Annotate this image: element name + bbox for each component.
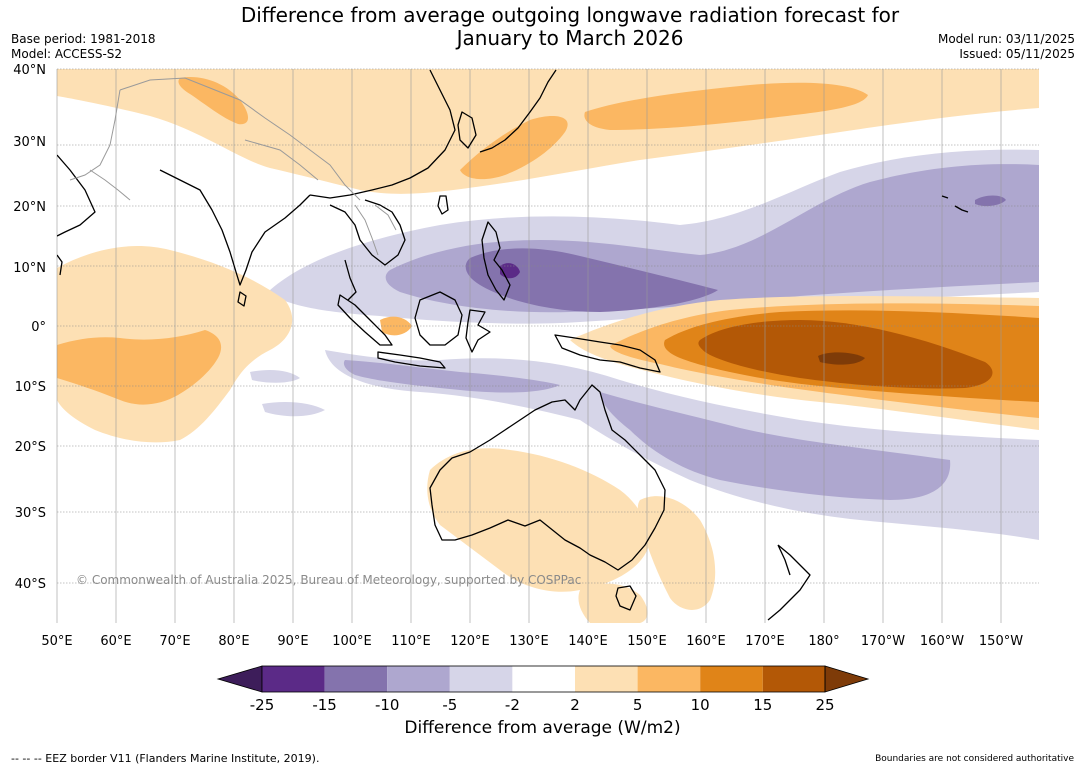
colorbar-arrow-low [216,665,263,693]
coast-arabia [57,154,96,237]
lat-label-30s: 30°S [15,506,46,521]
map-title: Difference from average outgoing longwav… [170,4,970,50]
model-run: Model run: 03/11/2025 [937,32,1075,46]
colorbar-tick: 25 [815,696,834,714]
lon-label-70e: 70°E [159,634,190,649]
boundary-note: Boundaries are not considered authoritat… [875,754,1074,764]
colorbar-segment [262,666,325,692]
lon-label-90e: 90°E [277,634,308,649]
colorbar-segment [387,666,450,692]
lat-label-10s: 10°S [15,380,46,395]
title-line-1: Difference from average outgoing longwav… [240,3,900,27]
coast-australia [429,384,666,571]
colorbar-segment [512,666,575,692]
lon-label-50e: 50°E [41,634,72,649]
country-borders [69,77,397,256]
base-period: Base period: 1981-2018 [11,32,156,46]
lon-label-160e: 160°E [686,634,726,649]
colorbar-arrow-high [824,665,870,693]
lat-label-30n: 30°N [13,135,46,150]
coast-taiwan [437,195,449,215]
anomaly-north-orange-mid-himalaya [178,76,249,125]
lat-label-40s: 40°S [15,577,46,592]
coastlines [57,69,969,621]
coast-africa-horn [57,254,63,276]
coast-japan [479,69,557,153]
anomaly-south-orange-light [578,583,648,623]
colorbar-tick: 15 [753,696,772,714]
latitude-labels: 40°N 30°N 20°N 10°N 0° 10°S 20°S 30°S 40… [13,63,46,592]
colorbar-tick: -15 [312,696,337,714]
coast-new-guinea [554,334,661,373]
lat-label-20n: 20°N [13,200,46,215]
lon-label-150e: 150°E [627,634,667,649]
coast-sulawesi [465,309,491,353]
coast-java [377,351,446,369]
coast-borneo [414,291,463,346]
model-name: Model: ACCESS-S2 [11,47,123,61]
colorbar-tick: 2 [570,696,580,714]
colorbar-segment [449,666,513,692]
lon-label-120e: 120°E [450,634,490,649]
anomaly-purple-light-indian [250,370,325,417]
lon-label-170e: 170°E [745,634,785,649]
colorbar-tick: 10 [691,696,710,714]
colorbar-segment [762,666,825,692]
title-line-2: January to March 2026 [456,26,684,50]
colorbar-outline [261,665,826,693]
meta-left: Base period: 1981-2018 Model: ACCESS-S2 [11,32,156,62]
colorbar-tick: -25 [250,696,275,714]
lon-label-160w: 160°W [920,634,964,649]
lon-label-60e: 60°E [100,634,131,649]
lon-label-130e: 130°E [509,634,549,649]
colorbar-tick: -2 [505,696,520,714]
coast-philippines [481,221,511,301]
colorbar-tick: -5 [442,696,457,714]
anomaly-north-orange-mid-east [584,82,868,130]
coast-hawaii [941,195,969,213]
copyright-notice: © Commonwealth of Australia 2025, Bureau… [76,573,582,587]
coast-india [159,169,311,286]
colorbar-segment [700,666,763,692]
lon-label-140e: 140°E [568,634,608,649]
colorbar-segment [637,666,701,692]
colorbar-label: Difference from average (W/m2) [404,718,681,738]
issued-date: Issued: 05/11/2025 [959,47,1075,61]
anomaly-equator-dark-core [818,352,865,365]
longitude-labels: 50°E 60°E 70°E 80°E 90°E 100°E 110°E 120… [41,634,1023,649]
lon-label-110e: 110°E [391,634,431,649]
coast-tasmania [615,585,637,611]
lat-label-0: 0° [31,320,46,335]
lon-label-180: 180° [808,634,839,649]
anomaly-purple-mid-indonesia [343,360,560,393]
coast-new-zealand [767,544,811,621]
lat-label-20s: 20°S [15,440,46,455]
coast-sumatra [337,294,393,346]
map-meridians [56,69,1002,623]
lon-label-100e: 100°E [332,634,372,649]
coast-sri-lanka [237,291,247,307]
anomaly-north-orange-mid-china [460,116,568,180]
lon-label-150w: 150°W [979,634,1023,649]
colorbar: -25 -15 -10 -5 -2 2 5 10 15 25 [216,665,870,714]
coast-southeast-asia [329,199,406,301]
lon-label-80e: 80°E [218,634,249,649]
coast-china [309,69,456,199]
colorbar-segment [575,666,638,692]
eez-note: -- -- -- EEZ border V11 (Flanders Marine… [11,752,320,765]
coast-korea [457,111,477,149]
colorbar-segment [324,666,388,692]
lat-label-40n: 40°N [13,63,46,78]
meta-right: Model run: 03/11/2025 Issued: 05/11/2025 [938,32,1075,62]
anomaly-purple-mid-pacific-spot [975,195,1006,207]
lat-label-10n: 10°N [13,261,46,276]
colorbar-tick: -10 [375,696,400,714]
colorbar-ticks: -25 -15 -10 -5 -2 2 5 10 15 25 [250,696,835,714]
lon-label-170w: 170°W [861,634,905,649]
anomaly-field [57,69,1039,623]
colorbar-tick: 5 [633,696,643,714]
